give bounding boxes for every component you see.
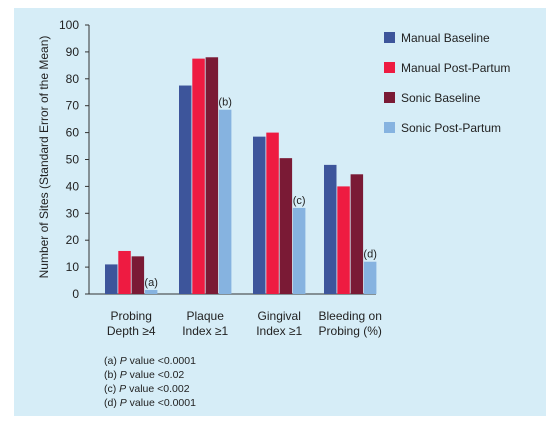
category-label: Depth ≥4 bbox=[107, 324, 156, 338]
bar bbox=[363, 261, 377, 294]
bar bbox=[350, 174, 364, 294]
legend-label: Manual Post-Partum bbox=[401, 61, 510, 75]
bar bbox=[253, 136, 266, 294]
annotation-label: (b) bbox=[218, 97, 231, 109]
y-tick-label: 50 bbox=[66, 153, 80, 167]
category-label: Gingival bbox=[258, 309, 301, 323]
annotation-label: (a) bbox=[144, 277, 157, 289]
bar bbox=[218, 109, 232, 294]
legend-swatch bbox=[384, 62, 395, 73]
annotation-label: (d) bbox=[363, 249, 376, 261]
footnotes: (a) P value <0.0001 (b) P value <0.02 (c) … bbox=[104, 354, 196, 410]
bar bbox=[192, 58, 205, 294]
bar bbox=[266, 132, 279, 294]
legend-swatch bbox=[384, 122, 395, 133]
legend-swatch bbox=[384, 32, 395, 43]
category-label: Bleeding on bbox=[319, 309, 382, 323]
bars: (a) (b) (c) (d) bbox=[105, 57, 377, 295]
bar bbox=[337, 186, 350, 294]
bar bbox=[144, 289, 158, 294]
y-tick-label: 80 bbox=[66, 72, 80, 86]
footnote: (a) P value <0.0001 bbox=[104, 355, 196, 367]
bar bbox=[279, 158, 293, 294]
bar-chart: Number of Sites (Standard Error of the M… bbox=[37, 18, 510, 338]
y-tick-label: 20 bbox=[66, 233, 80, 247]
footnote: (b) P value <0.02 bbox=[104, 369, 185, 381]
footnote: (d) P value <0.0001 bbox=[104, 397, 196, 409]
category-label: Probing bbox=[111, 309, 152, 323]
bar bbox=[118, 250, 131, 294]
y-tick-label: 70 bbox=[66, 99, 80, 113]
bar bbox=[292, 207, 306, 294]
chart-panel: Number of Sites (Standard Error of the M… bbox=[14, 8, 546, 416]
category-label: Index ≥1 bbox=[182, 324, 228, 338]
bar bbox=[179, 85, 192, 295]
y-tick-label: 10 bbox=[66, 260, 80, 274]
category-label: Probing (%) bbox=[319, 324, 382, 338]
bar bbox=[205, 57, 219, 294]
y-tick-label: 90 bbox=[66, 45, 80, 59]
y-tick-label: 100 bbox=[59, 18, 79, 32]
legend-label: Sonic Post-Partum bbox=[401, 121, 501, 135]
legend-label: Manual Baseline bbox=[401, 31, 490, 45]
bar bbox=[324, 164, 337, 294]
y-tick-label: 40 bbox=[66, 179, 80, 193]
y-tick-label: 30 bbox=[66, 206, 80, 220]
legend-swatch bbox=[384, 92, 395, 103]
legend: Manual Baseline Manual Post-Partum Sonic B… bbox=[384, 31, 510, 135]
y-tick-label: 60 bbox=[66, 126, 80, 140]
bar bbox=[105, 264, 118, 294]
annotation-label: (c) bbox=[293, 195, 306, 207]
category-label: Plaque bbox=[187, 309, 225, 323]
category-label: Index ≥1 bbox=[256, 324, 302, 338]
legend-label: Sonic Baseline bbox=[401, 91, 481, 105]
footnote: (c) P value <0.002 bbox=[104, 383, 190, 395]
y-axis-label: Number of Sites (Standard Error of the M… bbox=[37, 36, 51, 279]
bar bbox=[131, 256, 145, 294]
y-tick-label: 0 bbox=[72, 287, 79, 301]
